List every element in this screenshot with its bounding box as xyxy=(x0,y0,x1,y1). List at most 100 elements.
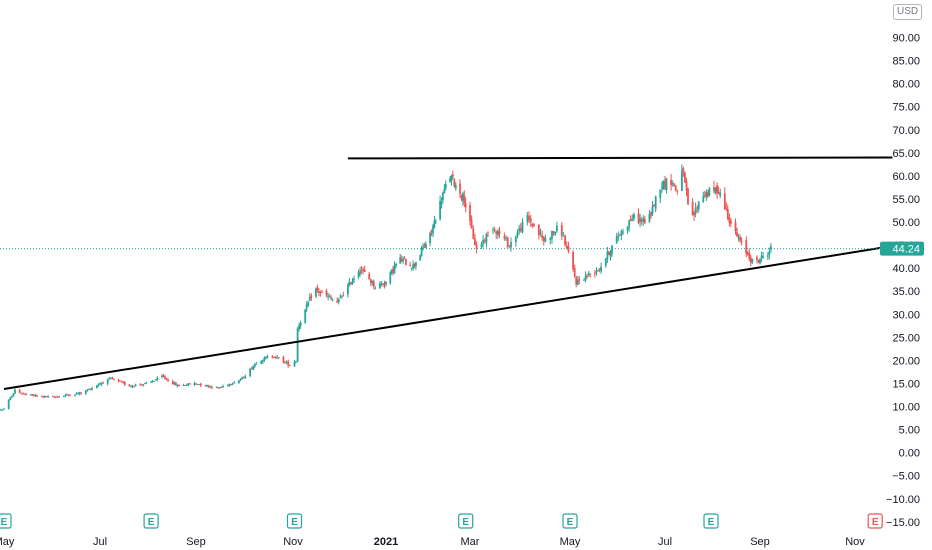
candle xyxy=(154,379,157,381)
y-tick-label: 60.00 xyxy=(892,171,920,183)
candle xyxy=(142,384,145,387)
candle xyxy=(184,385,187,386)
candle xyxy=(589,273,592,278)
candle xyxy=(533,222,535,227)
candle xyxy=(629,215,632,221)
candle xyxy=(498,226,501,238)
candle-series xyxy=(0,164,772,412)
earnings-marker[interactable]: E xyxy=(143,513,159,529)
candle xyxy=(751,258,754,265)
candle xyxy=(768,247,771,260)
candle xyxy=(617,231,620,242)
candle xyxy=(249,367,251,378)
candle xyxy=(640,217,643,225)
candle xyxy=(400,255,403,263)
candle xyxy=(140,383,143,387)
candle xyxy=(22,392,24,395)
candle xyxy=(171,379,174,385)
candle xyxy=(96,384,98,389)
candle xyxy=(353,275,355,283)
candle xyxy=(316,284,319,293)
candle xyxy=(211,385,213,390)
candle xyxy=(182,383,185,387)
candle xyxy=(250,366,253,370)
candle xyxy=(342,291,345,297)
candle xyxy=(219,386,221,389)
candle xyxy=(217,386,220,389)
trendline[interactable] xyxy=(3,245,893,390)
candle xyxy=(368,271,371,280)
candle xyxy=(244,374,247,380)
candle xyxy=(42,395,45,399)
candle xyxy=(584,271,587,283)
candle xyxy=(390,269,393,275)
candle xyxy=(165,378,168,381)
candle xyxy=(0,408,2,411)
y-tick-label: 70.00 xyxy=(892,125,920,137)
currency-button[interactable]: USD xyxy=(893,4,923,20)
candle xyxy=(131,384,134,388)
candle xyxy=(609,249,612,261)
candle xyxy=(78,391,81,396)
y-tick-label: 55.00 xyxy=(892,194,920,206)
time-axis[interactable]: May Jul Sep Nov 2021 Mar May Jul Sep Nov xyxy=(0,536,865,548)
candle xyxy=(670,173,672,191)
candle xyxy=(222,384,224,388)
trendline[interactable] xyxy=(347,156,893,160)
candle xyxy=(770,242,772,253)
candle xyxy=(372,279,375,290)
candle xyxy=(369,278,372,287)
candle xyxy=(648,210,651,223)
candle xyxy=(195,383,197,385)
candle xyxy=(29,394,32,396)
earnings-marker[interactable]: E xyxy=(286,513,303,529)
candle xyxy=(685,177,688,197)
candle xyxy=(760,251,763,263)
candle xyxy=(273,356,275,359)
earnings-marker[interactable]: E xyxy=(703,513,719,529)
candle xyxy=(463,190,466,208)
candle xyxy=(440,197,443,209)
candle xyxy=(521,218,524,234)
earnings-marker[interactable]: E xyxy=(0,513,12,529)
candle xyxy=(562,232,565,237)
earnings-label: E xyxy=(148,517,155,528)
candle xyxy=(318,288,320,297)
candle xyxy=(9,396,12,401)
candle xyxy=(762,251,764,259)
candle xyxy=(452,170,454,180)
y-tick-label: 85.00 xyxy=(892,56,920,68)
candle xyxy=(556,221,558,233)
last-price-value: 44.24 xyxy=(892,244,920,256)
candle xyxy=(230,383,232,386)
candle xyxy=(705,189,708,201)
candle xyxy=(560,222,563,240)
earnings-marker[interactable]: E xyxy=(562,513,578,529)
candle xyxy=(40,395,43,398)
candle xyxy=(429,231,431,247)
earnings-label: E xyxy=(567,517,574,528)
candle xyxy=(702,191,705,203)
candle xyxy=(653,204,655,207)
candle xyxy=(730,218,732,228)
candle xyxy=(450,174,453,186)
candle xyxy=(665,178,668,194)
earnings-marker[interactable]: E xyxy=(458,513,474,529)
candle xyxy=(495,230,498,240)
candle xyxy=(395,263,397,269)
candle xyxy=(409,261,412,267)
candle xyxy=(337,298,340,305)
candle xyxy=(576,276,579,286)
candle xyxy=(694,202,697,218)
earnings-label: E xyxy=(872,517,879,528)
candle xyxy=(740,237,743,246)
trendline-layer[interactable] xyxy=(3,156,893,390)
price-axis[interactable]: 90.00 85.00 80.00 75.00 70.00 65.00 60.00 55.00… xyxy=(886,33,920,529)
candle xyxy=(383,280,386,289)
earnings-marker[interactable]: E xyxy=(867,513,883,529)
candle xyxy=(460,194,463,202)
candle xyxy=(654,195,657,213)
candle xyxy=(716,182,718,199)
